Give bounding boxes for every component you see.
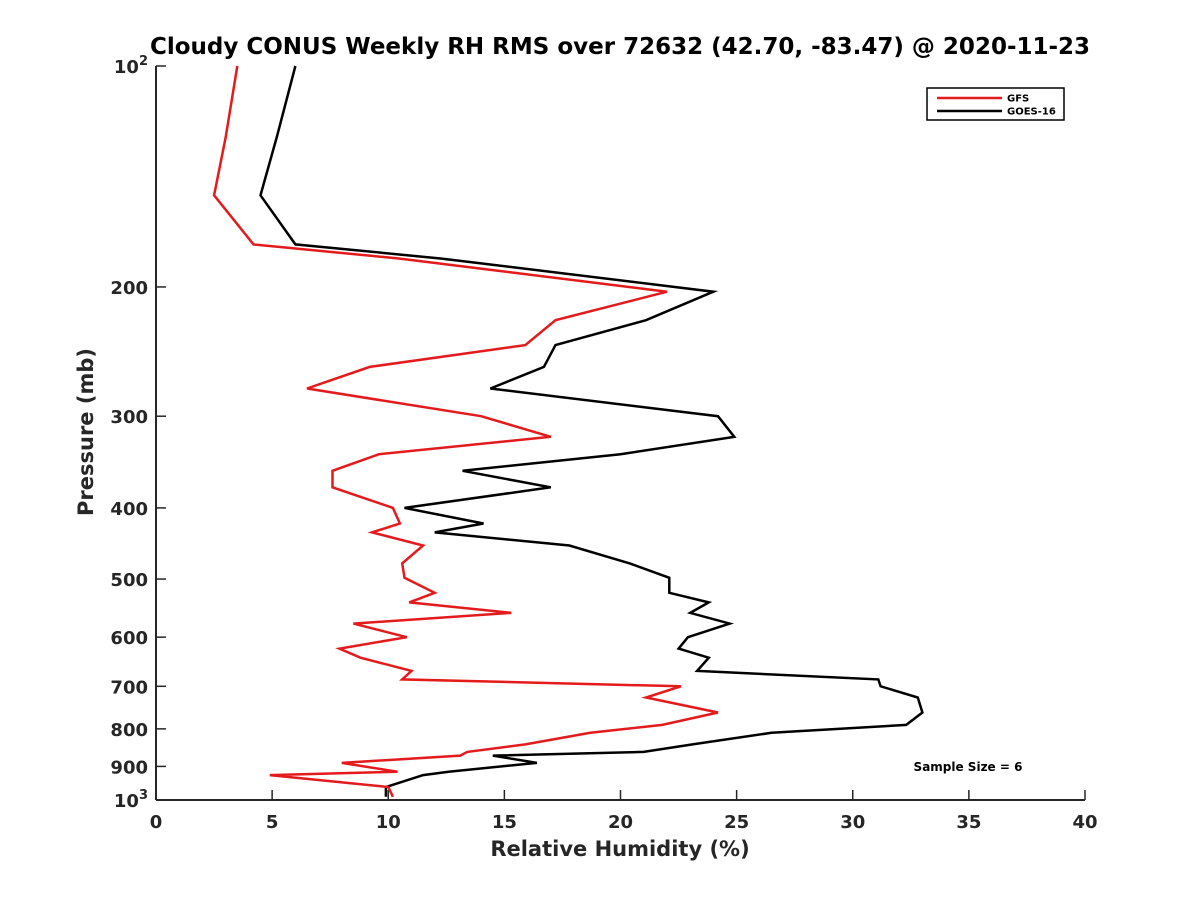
y-tick-label: 400	[110, 499, 148, 520]
y-tick-label: 800	[110, 720, 148, 741]
y-tick-label: 900	[110, 757, 148, 778]
legend: GFS GOES-16	[926, 87, 1065, 121]
x-tick-label: 0	[150, 812, 163, 833]
axes: 0 5 10 15 20 25 30 35 40 102 200 300 400 500 600 700 800…	[110, 54, 1097, 833]
x-tick-label: 5	[266, 812, 279, 833]
y-tick-label: 700	[110, 677, 148, 698]
x-tick-label: 40	[1072, 812, 1097, 833]
x-tick-label: 30	[840, 812, 865, 833]
chart-title: Cloudy CONUS Weekly RH RMS over 72632 (4…	[150, 34, 1090, 60]
series-line-goes-16	[259, 65, 924, 797]
series-line-gfs	[212, 65, 719, 798]
y-tick-label: 300	[110, 407, 148, 428]
x-tick-label: 25	[724, 812, 749, 833]
series-layer	[212, 65, 924, 798]
legend-label-goes-16: GOES-16	[1007, 107, 1056, 118]
legend-label-gfs: GFS	[1007, 94, 1029, 105]
y-tick-label: 600	[110, 628, 148, 649]
y-axis-label: Pressure (mb)	[74, 348, 98, 516]
sample-size-annotation: Sample Size = 6	[914, 760, 1023, 774]
y-tick-label: 500	[110, 570, 148, 591]
y-tick-label: 103	[114, 788, 148, 812]
x-tick-label: 15	[492, 812, 517, 833]
x-tick-label: 10	[376, 812, 401, 833]
legend-box	[926, 87, 1065, 121]
x-tick-label: 35	[956, 812, 981, 833]
y-tick-label: 102	[114, 54, 148, 78]
x-axis-label: Relative Humidity (%)	[490, 837, 749, 861]
x-tick-label: 20	[608, 812, 633, 833]
y-tick-label: 200	[110, 278, 148, 299]
